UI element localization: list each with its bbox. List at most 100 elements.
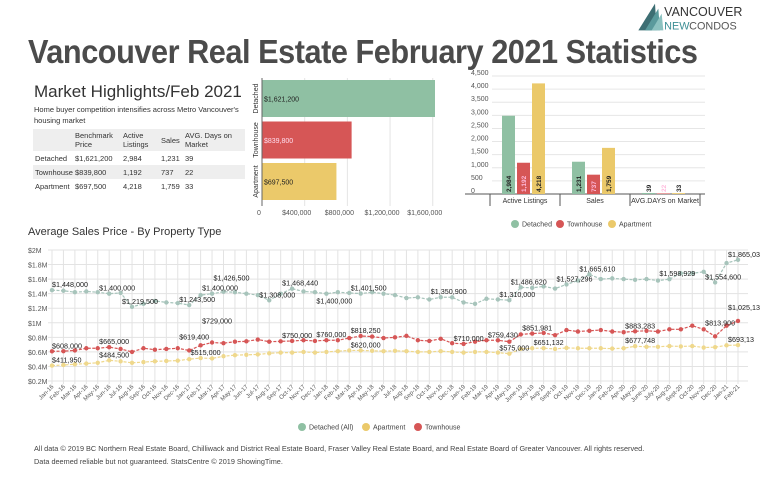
data-label: $1,448,000 [52,280,88,289]
data-point [735,342,741,348]
data-point [244,339,249,344]
cell: Detached [35,153,68,163]
data-point [461,300,466,305]
data-point [404,333,409,339]
data-point [267,351,272,356]
x-tick-label: $1,600,000 [407,210,442,217]
data-point [72,362,78,367]
bar-data-label: 4,218 [536,175,543,192]
data-point [267,339,272,344]
data-point [289,338,295,344]
data-point [61,348,66,354]
data-point [552,346,558,352]
data-point [712,280,718,285]
data-point [312,290,318,295]
data-point [95,346,100,351]
data-point [106,358,112,363]
data-label: $760,000 [316,330,346,339]
bar-detached [572,161,585,194]
data-point [267,298,272,303]
data-label: $1,400,000 [316,297,352,306]
data-label: $1,554,600 [705,272,741,281]
data-point [84,289,89,294]
category-label: Active Listings [503,198,548,205]
data-point [690,323,695,328]
data-point [724,323,729,328]
cell: $839,800 [75,167,107,177]
data-point [312,338,318,344]
data-point [621,330,626,335]
data-point [175,358,180,363]
y-tick-label: 4,000 [471,83,489,90]
data-point [438,336,443,341]
data-point [724,343,729,348]
data-point [358,333,363,339]
y-tick-label: 4,500 [471,70,489,77]
legend-label: Townhouse [567,222,603,229]
logo-text-condos: CONDOS [689,21,737,33]
data-label: $813,900 [705,318,735,327]
data-label: $1,308,000 [259,290,295,299]
bar-townhouse [262,121,352,159]
x-tick-label: $800,000 [325,210,354,217]
data-point [369,348,375,353]
data-label: $1,219,500 [122,297,158,306]
data-point [655,278,661,283]
header-cell: Benchmark Price [75,131,113,149]
logo-text-new: NEW [664,21,690,33]
data-point [369,334,375,339]
data-point [187,302,192,308]
data-point [472,349,478,355]
bar-data-label: 39 [646,184,653,192]
data-point [198,292,203,298]
data-label: $759,430 [488,330,518,339]
data-point [369,290,375,295]
cell: $1,621,200 [75,153,113,163]
bar-data-label: 1,192 [521,175,528,192]
data-label: $651,132 [534,338,564,347]
bar-data-label: 2,984 [506,175,513,192]
bar-data-label: $839,800 [264,138,293,145]
data-point [621,346,626,351]
data-point [587,272,592,277]
cell: 39 [185,153,194,163]
category-label: Apartment [253,165,260,197]
data-point [221,340,226,346]
table-row: Detached $1,621,200 2,984 1,231 39 [33,151,245,165]
data-point [449,340,455,346]
legend-label: Apartment [619,222,651,229]
page-title: Vancouver Real Estate February 2021 Stat… [28,33,698,70]
legend-marker [298,423,306,431]
bar-detached [642,192,655,194]
y-tick-label: 1,000 [471,162,489,169]
x-tick-label: $400,000 [282,210,311,217]
data-point [564,327,569,333]
data-point [655,329,661,334]
data-point [667,343,672,349]
data-point [106,344,112,350]
data-point [541,345,546,351]
market-highlights-table: Benchmark Price Active Listings Sales AV… [33,129,245,193]
data-point [152,347,158,352]
data-point [621,276,626,282]
data-point [427,349,432,355]
data-point [644,276,649,282]
data-point [164,358,169,364]
bar-data-label: 1,759 [606,175,613,192]
data-label: $1,665,610 [579,264,615,273]
data-point [632,329,638,334]
data-point [347,348,352,353]
data-point [106,291,112,296]
data-point [541,330,546,336]
data-label: $1,350,900 [431,287,467,296]
data-point [427,297,432,302]
bar-data-label: 33 [676,184,683,192]
data-point [198,355,203,361]
data-point [518,285,523,290]
data-point [335,348,341,354]
data-point [678,271,684,276]
data-point [552,286,558,291]
data-point [164,346,169,352]
data-point [530,285,535,291]
data-point [141,359,146,365]
